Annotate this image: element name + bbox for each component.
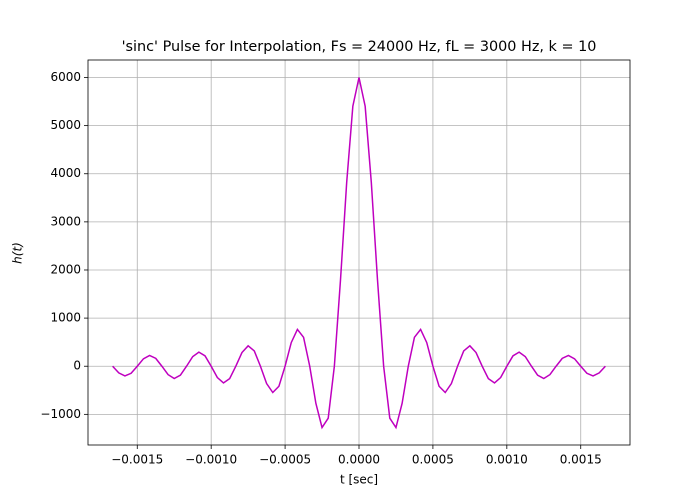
data-line	[112, 77, 606, 430]
y-tick-label: 0	[73, 359, 81, 373]
y-axis-label: h(t)	[11, 242, 25, 264]
x-tick-label: 0.0005	[412, 453, 454, 467]
chart-title: 'sinc' Pulse for Interpolation, Fs = 240…	[122, 39, 597, 55]
y-tick-label: 5000	[50, 118, 81, 132]
y-tick-label: 6000	[50, 70, 81, 84]
x-tick-label: −0.0010	[185, 453, 237, 467]
y-tick-label: 4000	[50, 166, 81, 180]
y-tick-label: −1000	[40, 407, 81, 421]
x-tick-label: 0.0015	[560, 453, 602, 467]
x-tick-label: −0.0005	[259, 453, 311, 467]
x-axis-label: t [sec]	[340, 473, 378, 487]
x-tick-label: −0.0015	[111, 453, 163, 467]
y-tick-label: 3000	[50, 214, 81, 228]
y-tick-label: 1000	[50, 311, 81, 325]
y-tick-label: 2000	[50, 262, 81, 276]
x-tick-label: 0.0000	[338, 453, 380, 467]
plot-frame	[87, 59, 631, 446]
x-tick-label: 0.0010	[486, 453, 528, 467]
